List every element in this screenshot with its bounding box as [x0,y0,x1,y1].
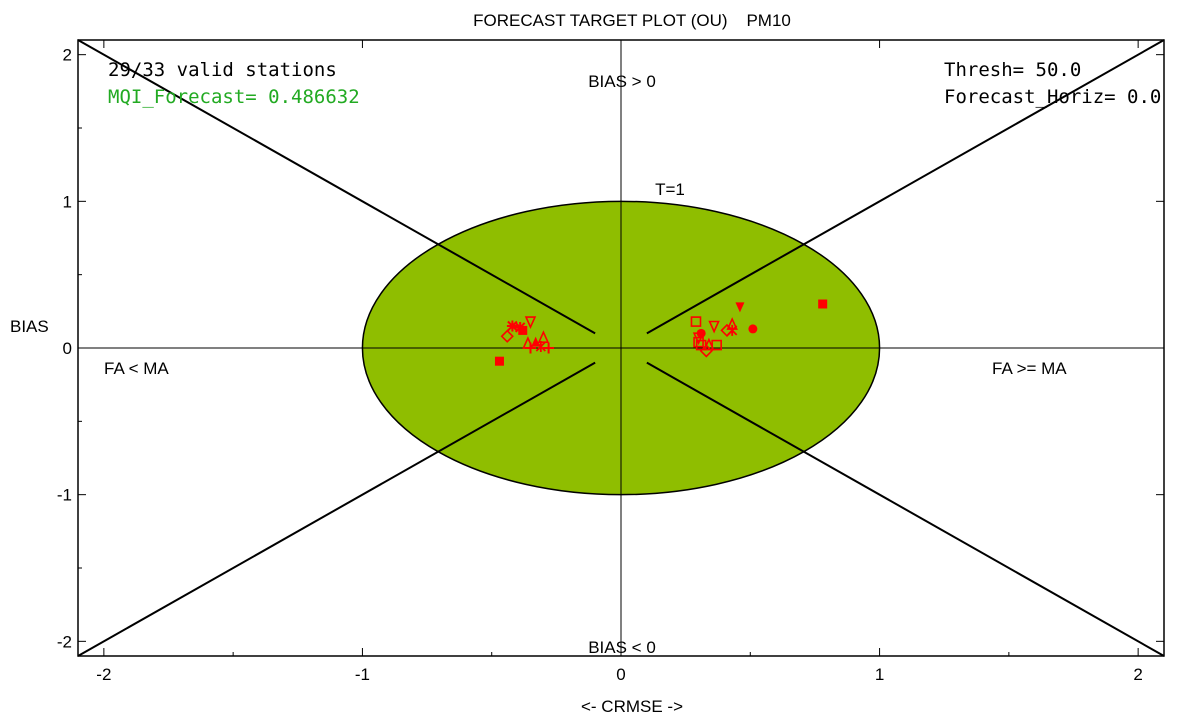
station-marker [543,342,555,354]
axis-ticks: -2 -2 -1 -1 0 0 1 1 2 2 [57,40,1164,684]
station-markers [494,299,828,366]
x-tick-label: 0 [616,665,625,684]
y-axis-label: BIAS [10,317,49,336]
fa-lt-ma-label: FA < MA [104,359,169,378]
y-tick-label: -2 [57,632,72,651]
station-marker [525,342,536,354]
diagonal-line [77,361,596,657]
target-label: T=1 [655,180,685,199]
fa-ge-ma-label: FA >= MA [992,359,1067,378]
station-marker [690,316,702,327]
mqi-forecast-label: MQI_Forecast= 0.486632 [108,86,360,108]
diagonal-line [77,39,596,335]
station-marker [693,336,704,348]
x-tick-label: -2 [96,665,111,684]
diagonal-line [646,39,1165,335]
forecast-horizon-label: Forecast_Horiz= 0.0 [944,86,1161,108]
diagonal-line [646,361,1165,657]
station-marker [506,320,518,332]
y-tick-label: 0 [63,339,72,358]
station-marker [727,324,738,336]
station-marker [703,337,715,351]
x-axis-label: <- CRMSE -> [581,697,683,716]
y-tick-label: 2 [63,46,72,65]
station-marker [524,316,537,330]
station-marker [537,330,550,344]
station-marker [518,325,528,335]
valid-stations-label: 29/33 valid stations [108,59,337,81]
y-tick-label: 1 [63,192,72,211]
bias-negative-label: BIAS < 0 [588,638,656,657]
y-tick-label: -1 [57,486,72,505]
station-marker [500,329,514,343]
station-marker [748,324,758,334]
x-tick-label: -1 [355,665,370,684]
diagonal-lines [77,39,1165,657]
x-tick-label: 1 [875,665,884,684]
station-marker [708,320,720,334]
station-marker [494,356,504,366]
station-marker [818,299,828,309]
threshold-label: Thresh= 50.0 [944,59,1081,81]
bias-positive-label: BIAS > 0 [588,72,656,91]
station-marker [735,302,745,313]
chart-title: FORECAST TARGET PLOT (OU) PM10 [473,11,791,30]
x-tick-label: 2 [1133,665,1142,684]
station-marker [711,339,722,351]
